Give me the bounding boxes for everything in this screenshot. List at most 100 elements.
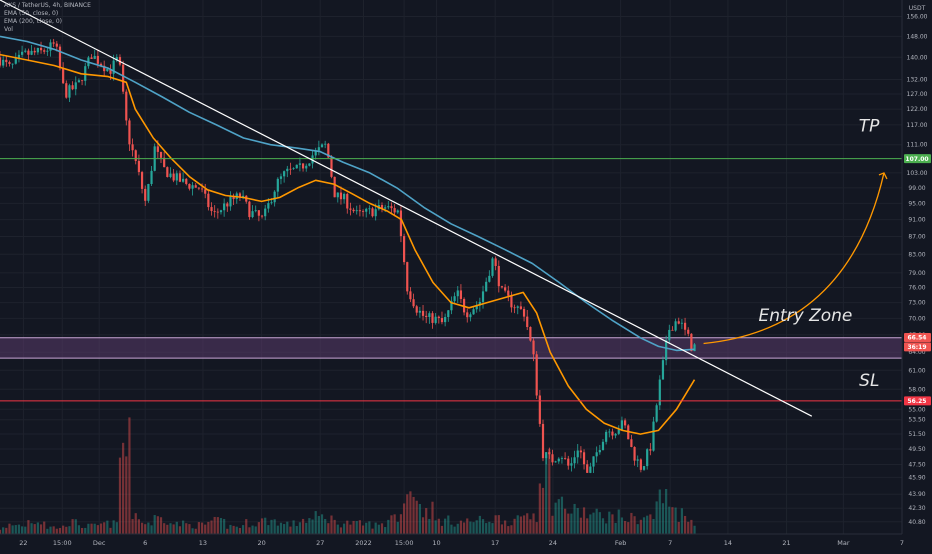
volume-bar — [444, 518, 447, 534]
volume-bar — [0, 529, 2, 534]
candle-body — [614, 433, 617, 436]
candle-body — [658, 379, 661, 406]
candle-body — [623, 420, 627, 426]
candle-body — [77, 80, 81, 83]
candle-body — [194, 185, 197, 188]
candle-body — [485, 281, 488, 292]
candle-body — [106, 68, 109, 72]
candle-body — [642, 466, 646, 470]
volume-bar — [437, 518, 440, 534]
candle-body — [207, 193, 210, 208]
candle-body — [188, 183, 191, 189]
volume-bar — [80, 527, 84, 534]
candle-body — [504, 287, 507, 291]
price-tick-label: 61.00 — [908, 367, 925, 374]
candle-body — [598, 450, 601, 453]
volume-bar — [241, 525, 245, 534]
candle-body — [472, 309, 475, 315]
candle-body — [576, 450, 579, 458]
volume-bar — [14, 525, 17, 534]
volume-bar — [295, 526, 298, 534]
price-axis-background — [902, 0, 932, 550]
time-tick-label: 2022 — [355, 539, 372, 547]
volume-bar — [494, 515, 497, 534]
volume-bar — [5, 527, 8, 534]
volume-bar — [415, 500, 418, 534]
volume-bar — [235, 526, 238, 534]
candle-body — [52, 42, 55, 44]
symbol-title[interactable]: AXS / TetherUS, 4h, BINANCE — [4, 2, 91, 9]
volume-bar — [488, 521, 491, 534]
volume-bar — [49, 526, 52, 534]
price-axis[interactable]: USDT 156.00 148.00 140.00 132.00 127.00 122.00… — [901, 0, 932, 550]
entry-zone-band — [0, 337, 902, 359]
volume-bar — [396, 521, 399, 534]
entry-zone-fill — [0, 337, 902, 359]
volume-bars — [0, 417, 696, 534]
time-tick-label: 17 — [491, 539, 499, 547]
trendline-line — [0, 0, 813, 417]
volume-bar — [380, 523, 384, 534]
candle-body — [210, 207, 213, 212]
volume-bar — [36, 522, 39, 534]
ema200-legend[interactable]: EMA (200, close, 0) — [4, 18, 63, 25]
volume-bar — [677, 521, 680, 534]
volume-bar — [103, 522, 106, 534]
volume-bar — [238, 527, 242, 534]
volume-bar — [368, 521, 371, 534]
candle-body — [671, 329, 674, 331]
volume-bar — [245, 519, 248, 534]
candle-body — [680, 322, 684, 324]
ema50-line — [0, 53, 696, 435]
price-tick-label: 45.90 — [908, 474, 925, 481]
volume-bar — [507, 526, 510, 534]
volume-bar — [276, 525, 279, 534]
candle-body — [125, 91, 128, 121]
volume-bar — [352, 520, 355, 534]
volume-bar — [358, 520, 361, 534]
volume-bar — [156, 516, 159, 534]
price-label-text: 107.00 — [905, 156, 928, 163]
volume-bar — [636, 524, 639, 534]
candle-body — [620, 420, 624, 430]
volume-bar — [570, 513, 573, 534]
volume-bar — [355, 521, 358, 534]
price-tick-label: 42.30 — [908, 505, 925, 512]
candle-body — [36, 47, 39, 53]
volume-bar — [623, 520, 627, 534]
volume-bar — [194, 528, 197, 534]
volume-bar — [418, 503, 421, 534]
candle-body — [437, 316, 440, 319]
time-axis[interactable]: 22 15:00 Dec 6 13 20 27 2022 15:00 10 17 24 Feb 7 14 21… — [0, 533, 932, 550]
candle-body — [71, 85, 74, 90]
time-tick-label: Feb — [615, 539, 627, 547]
volume-bar — [320, 514, 324, 534]
candle-body — [475, 305, 478, 310]
volume-bar — [159, 517, 163, 534]
volume-legend[interactable]: Vol — [4, 26, 13, 33]
volume-bar — [598, 512, 601, 534]
candle-body — [421, 310, 425, 316]
volume-bar — [74, 519, 77, 534]
candle-body — [481, 291, 485, 302]
volume-bar — [605, 523, 608, 534]
candle-body — [182, 178, 185, 182]
price-tick-label: 49.50 — [908, 446, 925, 453]
volume-bar — [497, 515, 500, 534]
volume-bar — [134, 513, 137, 534]
volume-bar — [529, 519, 532, 534]
volume-bar — [620, 517, 624, 534]
volume-bar — [2, 527, 5, 534]
candle-body — [440, 318, 444, 323]
volume-bar — [466, 518, 469, 534]
ema50-legend[interactable]: EMA (50, close, 0) — [4, 10, 59, 17]
candle-body — [406, 262, 409, 292]
candle-body — [156, 146, 159, 152]
ema200-line — [0, 35, 695, 352]
volume-bar — [84, 527, 87, 534]
candle-body — [305, 165, 308, 169]
candle-body — [551, 454, 554, 463]
candle-body — [279, 176, 283, 179]
volume-bar — [447, 515, 450, 534]
